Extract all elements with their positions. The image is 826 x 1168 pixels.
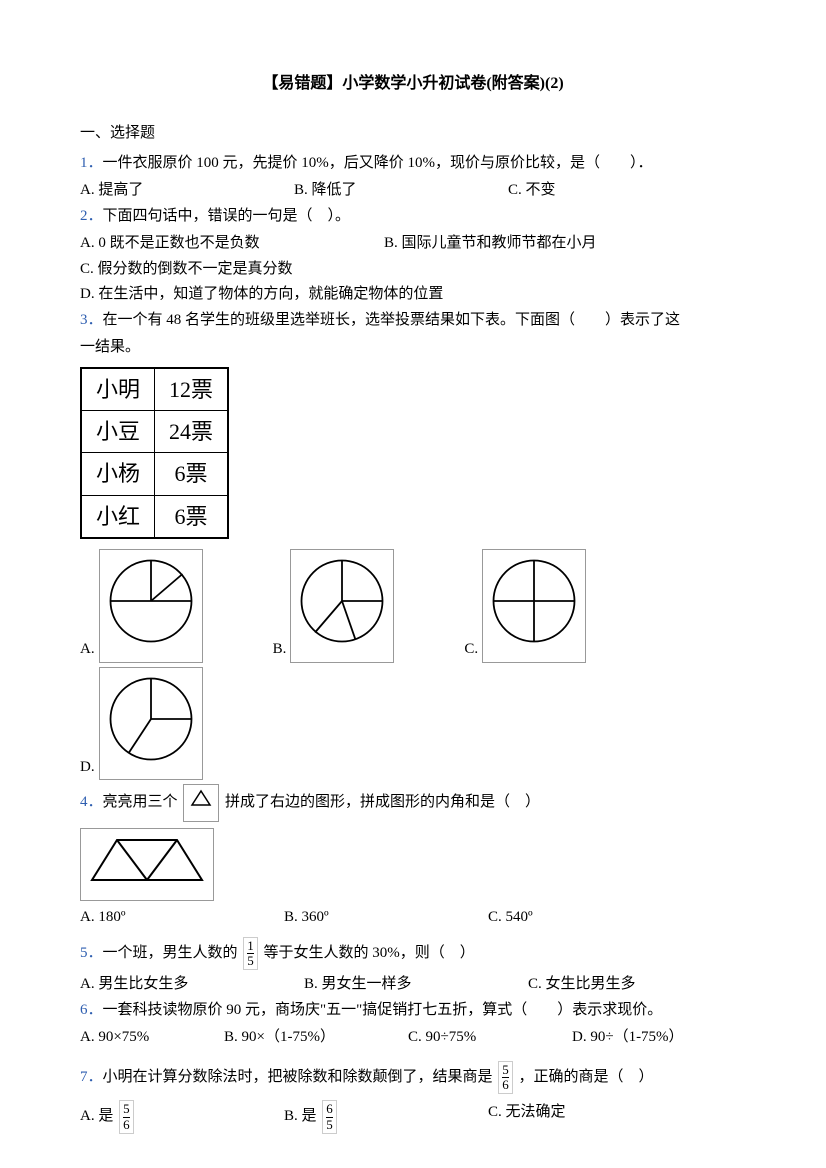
q6-opt-d: D. 90÷（1-75%） <box>572 1025 684 1051</box>
pie-row-1: A. B. C. <box>80 549 746 663</box>
vote-table: 小明12票 小豆24票 小杨6票 小红6票 <box>80 367 229 540</box>
q4-opt-b: B. 360º <box>284 905 484 931</box>
q4-text2: 拼成了右边的图形，拼成图形的内角和是（ ） <box>225 794 540 810</box>
fraction-icon: 15 <box>243 937 258 971</box>
q4-options: A. 180º B. 360º C. 540º <box>80 905 746 931</box>
pie-icon-b <box>290 549 394 663</box>
q4-opt-a: A. 180º <box>80 905 280 931</box>
q7-opt-a: A. 是 56 <box>80 1100 280 1134</box>
q5-num: 5． <box>80 945 103 961</box>
q2-opt-c: C. 假分数的倒数不一定是真分数 <box>80 257 380 283</box>
table-row: 小杨6票 <box>81 453 228 495</box>
section-heading: 一、选择题 <box>80 121 746 147</box>
table-row: 小红6票 <box>81 495 228 538</box>
trapezoid-icon <box>80 828 214 902</box>
triangle-icon <box>183 784 219 822</box>
cell: 小明 <box>81 368 155 411</box>
question-2: 2．下面四句话中，错误的一句是（ ）。 <box>80 204 746 230</box>
question-7: 7．小明在计算分数除法时，把被除数和除数颠倒了，结果商是 56 ，正确的商是（ … <box>80 1061 746 1095</box>
q2-options: A. 0 既不是正数也不是负数 B. 国际儿童节和教师节都在小月 C. 假分数的… <box>80 231 746 308</box>
q5-options: A. 男生比女生多 B. 男女生一样多 C. 女生比男生多 <box>80 972 746 998</box>
pie-icon-a <box>99 549 203 663</box>
question-6: 6．一套科技读物原价 90 元，商场庆"五一"搞促销打七五折，算式（ ）表示求现… <box>80 998 746 1024</box>
q2-opt-d: D. 在生活中，知道了物体的方向，就能确定物体的位置 <box>80 282 443 308</box>
fraction-icon: 56 <box>119 1100 134 1134</box>
q5-opt-b: B. 男女生一样多 <box>304 972 524 998</box>
q3-opt-b: B. <box>273 637 287 663</box>
q5-text2: 等于女生人数的 30%，则（ ） <box>264 945 475 961</box>
table-row: 小明12票 <box>81 368 228 411</box>
q5-text: 一个班，男生人数的 <box>103 945 238 961</box>
table-row: 小豆24票 <box>81 411 228 453</box>
pie-icon-d <box>99 667 203 781</box>
question-3: 3．在一个有 48 名学生的班级里选举班长，选举投票结果如下表。下面图（ ）表示… <box>80 308 746 334</box>
question-4: 4．亮亮用三个 拼成了右边的图形，拼成图形的内角和是（ ） <box>80 784 746 822</box>
page-title: 【易错题】小学数学小升初试卷(附答案)(2) <box>80 70 746 97</box>
cell: 小杨 <box>81 453 155 495</box>
q1-opt-a: A. 提高了 <box>80 178 290 204</box>
q7-options: A. 是 56 B. 是 65 C. 无法确定 <box>80 1100 746 1134</box>
q1-options: A. 提高了 B. 降低了 C. 不变 <box>80 178 746 204</box>
q3-text1: 在一个有 48 名学生的班级里选举班长，选举投票结果如下表。下面图（ ）表示了这 <box>103 312 681 328</box>
q2-opt-a: A. 0 既不是正数也不是负数 <box>80 231 380 257</box>
cell: 12票 <box>155 368 229 411</box>
q7-opt-b: B. 是 65 <box>284 1100 484 1134</box>
q7-num: 7． <box>80 1069 103 1085</box>
q1-num: 1． <box>80 155 103 171</box>
question-5: 5．一个班，男生人数的 15 等于女生人数的 30%，则（ ） <box>80 937 746 971</box>
q2-text: 下面四句话中，错误的一句是（ ）。 <box>103 208 351 224</box>
cell: 6票 <box>155 453 229 495</box>
q7-text2: ，正确的商是（ ） <box>519 1069 654 1085</box>
q6-opt-a: A. 90×75% <box>80 1025 220 1051</box>
question-1: 1．一件衣服原价 100 元，先提价 10%，后又降价 10%，现价与原价比较，… <box>80 151 746 177</box>
q2-num: 2． <box>80 208 103 224</box>
fraction-icon: 65 <box>322 1100 337 1134</box>
q1-opt-c: C. 不变 <box>508 178 556 204</box>
q6-options: A. 90×75% B. 90×（1-75%） C. 90÷75% D. 90÷… <box>80 1025 746 1051</box>
q7-opt-c: C. 无法确定 <box>488 1100 566 1134</box>
q4-num: 4． <box>80 794 103 810</box>
q3-opt-d: D. <box>80 755 95 781</box>
q3-opt-c: C. <box>464 637 478 663</box>
q5-opt-c: C. 女生比男生多 <box>528 972 636 998</box>
q3-num: 3． <box>80 312 103 328</box>
cell: 小红 <box>81 495 155 538</box>
q2-opt-b: B. 国际儿童节和教师节都在小月 <box>384 231 597 257</box>
cell: 24票 <box>155 411 229 453</box>
cell: 小豆 <box>81 411 155 453</box>
q4-text: 亮亮用三个 <box>103 794 178 810</box>
fraction-icon: 56 <box>498 1061 513 1095</box>
q5-opt-a: A. 男生比女生多 <box>80 972 300 998</box>
q1-opt-b: B. 降低了 <box>294 178 504 204</box>
q1-text: 一件衣服原价 100 元，先提价 10%，后又降价 10%，现价与原价比较，是（… <box>103 155 653 171</box>
q6-opt-b: B. 90×（1-75%） <box>224 1025 404 1051</box>
cell: 6票 <box>155 495 229 538</box>
q6-opt-c: C. 90÷75% <box>408 1025 568 1051</box>
q7-text: 小明在计算分数除法时，把被除数和除数颠倒了，结果商是 <box>103 1069 493 1085</box>
q4-opt-c: C. 540º <box>488 905 533 931</box>
q3-text2: 一结果。 <box>80 335 746 361</box>
q3-opt-a: A. <box>80 637 95 663</box>
q6-num: 6． <box>80 1002 103 1018</box>
q6-text: 一套科技读物原价 90 元，商场庆"五一"搞促销打七五折，算式（ ）表示求现价。 <box>103 1002 663 1018</box>
pie-icon-c <box>482 549 586 663</box>
pie-row-2: D. <box>80 667 746 781</box>
